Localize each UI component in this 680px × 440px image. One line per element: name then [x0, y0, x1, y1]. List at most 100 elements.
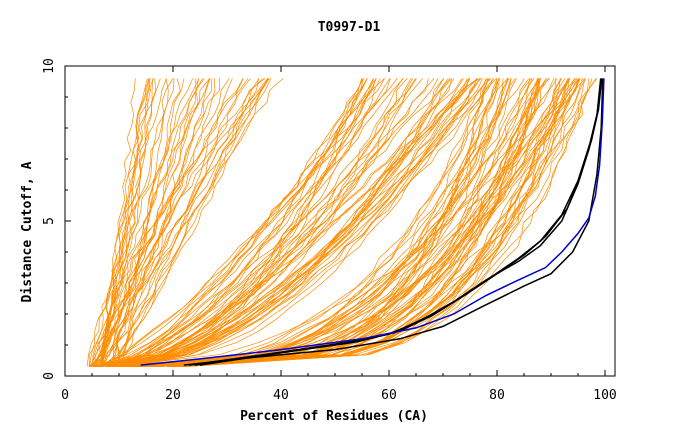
x-tick-label: 0 — [61, 388, 69, 403]
chart-title: T0997-D1 — [318, 20, 381, 35]
model-curve — [172, 78, 575, 368]
series-line-3 — [189, 78, 602, 366]
model-curve — [146, 78, 562, 368]
model-curve — [111, 78, 439, 368]
model-curve — [131, 78, 512, 368]
model-curve — [114, 78, 481, 368]
model-curve — [122, 78, 404, 368]
model-curve — [184, 78, 504, 368]
model-curve — [96, 78, 403, 368]
y-axis-label: Distance Cutoff, A — [20, 161, 35, 302]
model-curve — [99, 78, 220, 367]
model-curve — [100, 78, 150, 367]
y-tick-label: 10 — [42, 58, 57, 74]
model-curve — [176, 78, 590, 368]
model-curve — [89, 78, 249, 367]
model-curve — [166, 78, 540, 368]
model-curve — [171, 78, 531, 368]
model-curve — [112, 78, 453, 368]
model-curve — [175, 78, 570, 368]
model-curve — [88, 78, 284, 367]
model-curve — [110, 78, 270, 367]
model-curve — [116, 78, 272, 367]
model-curve — [111, 78, 154, 367]
model-curve — [123, 78, 539, 368]
model-curve — [120, 78, 488, 368]
model-curve — [124, 78, 580, 368]
model-curve — [101, 78, 181, 367]
model-curve — [130, 78, 508, 368]
model-curve — [101, 78, 264, 367]
model-curve — [114, 78, 377, 368]
model-curve — [108, 78, 169, 367]
model-curve — [95, 78, 390, 368]
model-curve — [122, 78, 429, 368]
model-curve — [135, 78, 586, 368]
model-curve — [109, 78, 244, 367]
x-tick-label: 20 — [165, 388, 181, 403]
model-curve — [150, 78, 548, 368]
model-curve — [114, 78, 445, 368]
model-curve — [102, 78, 216, 367]
model-curve — [92, 78, 197, 367]
model-curve — [119, 78, 385, 367]
model-curve — [139, 78, 525, 368]
model-curve — [148, 78, 580, 368]
model-curve — [102, 78, 210, 367]
y-tick-label: 5 — [42, 217, 57, 225]
model-curve — [113, 78, 377, 368]
model-curve — [106, 78, 449, 368]
series-line-0 — [183, 78, 604, 366]
model-curve — [96, 78, 391, 368]
x-tick-label: 80 — [489, 388, 505, 403]
model-curve — [123, 78, 557, 368]
x-tick-label: 60 — [381, 388, 397, 403]
model-curve — [109, 78, 586, 368]
model-curve — [128, 78, 481, 368]
model-curve — [154, 78, 571, 368]
model-curve — [90, 78, 230, 367]
model-curve — [158, 78, 555, 368]
model-curve — [91, 78, 154, 367]
model-curve — [92, 78, 268, 367]
model-curve — [99, 78, 211, 367]
model-curve — [122, 78, 416, 368]
model-curve — [119, 78, 482, 368]
series-lines — [140, 78, 605, 366]
model-curve — [111, 78, 577, 368]
model-curve — [98, 78, 398, 368]
model-curve — [129, 78, 470, 368]
model-curve — [93, 78, 414, 368]
bulk-lines — [86, 78, 598, 368]
model-curve — [149, 78, 490, 368]
model-curve — [102, 78, 213, 367]
model-curve — [102, 78, 175, 367]
model-curve — [100, 78, 470, 368]
model-curve — [105, 78, 270, 367]
model-curve — [96, 78, 374, 368]
model-curve — [89, 78, 200, 367]
model-curve — [102, 78, 464, 368]
x-tick-label: 100 — [593, 388, 616, 403]
model-curve — [171, 78, 580, 368]
model-curve — [170, 78, 540, 368]
axis-ticks: 0 20 40 60 80 100 0 5 10 — [42, 58, 617, 403]
model-curve — [120, 78, 205, 367]
model-curve — [157, 78, 510, 368]
model-curve — [141, 78, 570, 368]
model-curve — [118, 78, 479, 368]
model-curve — [181, 78, 547, 368]
x-axis-label: Percent of Residues (CA) — [240, 409, 428, 424]
model-curve — [117, 78, 542, 368]
model-curve — [86, 78, 167, 367]
model-curve — [152, 78, 593, 368]
series-line-4 — [140, 78, 605, 366]
model-curve — [115, 78, 233, 367]
model-curve — [107, 78, 364, 368]
model-curve — [161, 78, 499, 368]
model-curve — [94, 78, 203, 367]
x-tick-label: 40 — [273, 388, 289, 403]
model-curve — [125, 78, 478, 368]
model-curve — [152, 78, 509, 368]
